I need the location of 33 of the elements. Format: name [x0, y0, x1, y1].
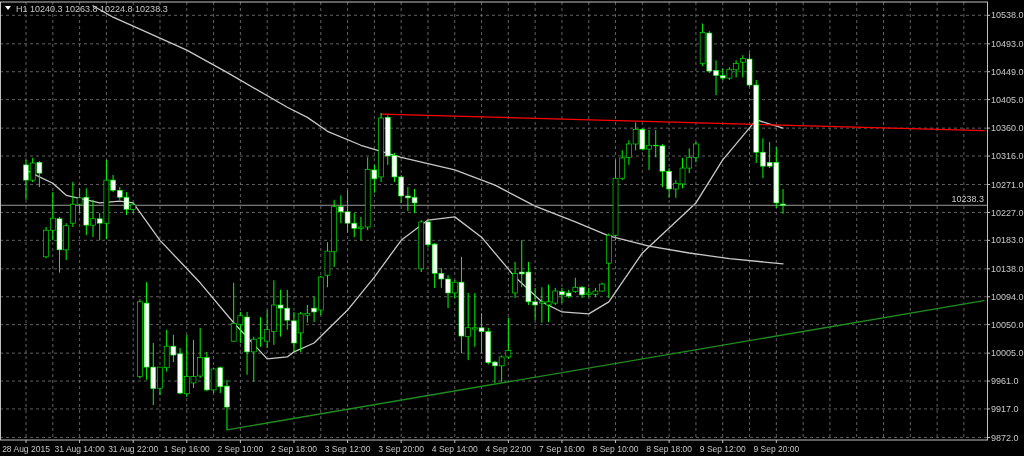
- y-tick-label: 10227.0: [991, 207, 1024, 218]
- x-tick-label: 31 Aug 22:00: [108, 444, 159, 454]
- y-tick-label: 10360.0: [991, 123, 1024, 134]
- y-tick-label: 10538.0: [991, 10, 1024, 21]
- y-tick-label: 10271.0: [991, 179, 1024, 190]
- x-tick-label: 4 Sep 22:00: [485, 444, 532, 454]
- y-tick-label: 10183.0: [991, 235, 1024, 246]
- x-tick-label: 3 Sep 12:00: [324, 444, 371, 454]
- y-tick-label: 10316.0: [991, 151, 1024, 162]
- x-tick-label: 9 Sep 12:00: [699, 444, 746, 454]
- x-tick-label: 31 Aug 14:00: [54, 444, 105, 454]
- x-tick-label: 8 Sep 10:00: [592, 444, 639, 454]
- y-tick-label: 10005.0: [991, 348, 1024, 359]
- y-tick-label: 10405.0: [991, 94, 1024, 105]
- x-tick-label: 2 Sep 10:00: [217, 444, 264, 454]
- y-tick-label: 10094.0: [991, 291, 1024, 302]
- y-tick-label: 10493.0: [991, 38, 1024, 49]
- x-tick-label: 3 Sep 20:00: [378, 444, 425, 454]
- y-tick-label: 9961.0: [991, 376, 1019, 387]
- x-tick-label: 1 Sep 16:00: [163, 444, 210, 454]
- chart-title: H1 10240.3 10263.8 10224.8 10238.3: [16, 4, 168, 14]
- x-tick-label: 8 Sep 18:00: [646, 444, 693, 454]
- y-tick-label: 10138.0: [991, 264, 1024, 275]
- x-tick-label: 7 Sep 16:00: [539, 444, 586, 454]
- x-tick-label: 2 Sep 18:00: [271, 444, 318, 454]
- x-tick-label: 4 Sep 14:00: [431, 444, 478, 454]
- y-tick-label: 9872.0: [991, 432, 1019, 443]
- y-tick-label: 10449.0: [991, 66, 1024, 77]
- y-tick-label: 10050.0: [991, 319, 1024, 330]
- x-tick-label: 28 Aug 2015: [2, 444, 51, 454]
- x-tick-label: 9 Sep 20:00: [753, 444, 800, 454]
- y-tick-label: 9917.0: [991, 404, 1019, 415]
- ref-line-label: 10238.3: [951, 194, 984, 205]
